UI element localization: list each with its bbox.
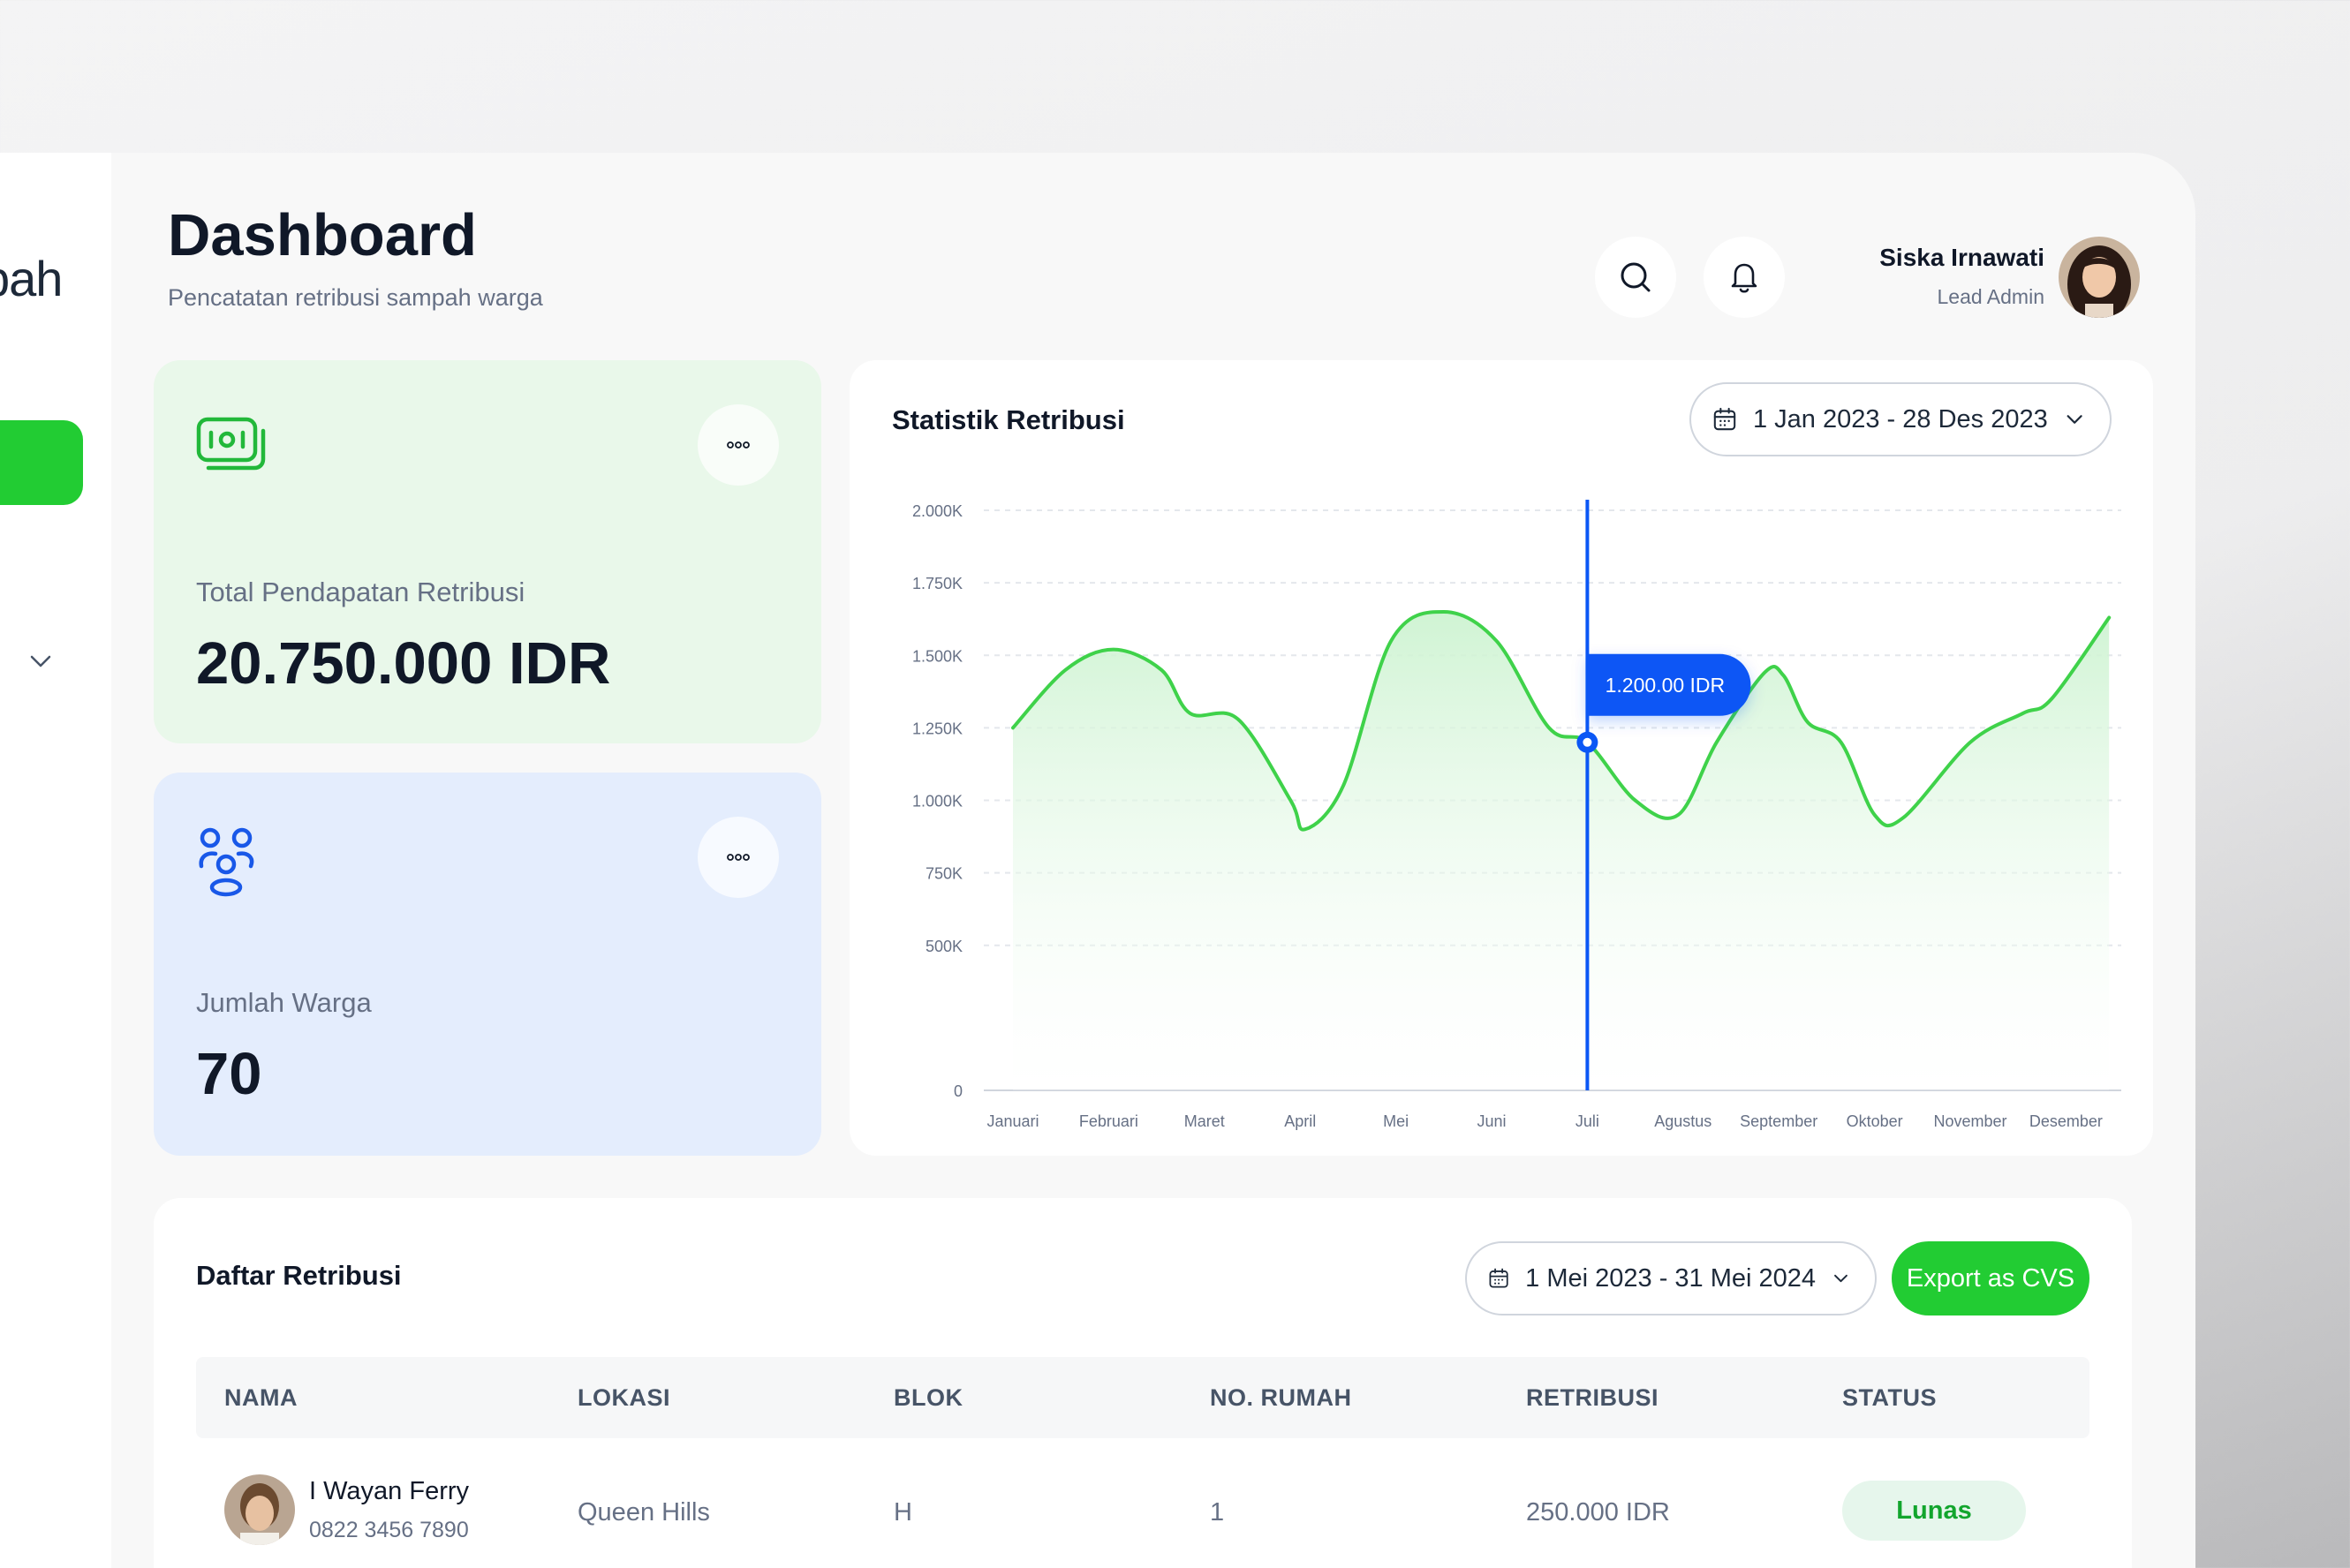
residents-value: 70: [196, 1041, 262, 1107]
column-header-nama[interactable]: NAMA: [224, 1384, 298, 1411]
bell-icon: [1731, 263, 1757, 293]
column-header-lokasi[interactable]: LOKASI: [578, 1384, 671, 1411]
residents-card: Jumlah Warga 70: [154, 773, 821, 1156]
column-header-blok[interactable]: BLOK: [894, 1384, 963, 1411]
table-header: NAMA LOKASI BLOK NO. RUMAH RETRIBUSI STA…: [196, 1357, 2089, 1438]
y-tick-label: 2.000K: [912, 502, 963, 520]
row-house-no: 1: [1210, 1498, 1225, 1527]
revenue-label: Total Pendapatan Retribusi: [196, 577, 525, 607]
chart-card: Statistik Retribusi 1 Jan 2023 - 28 Des …: [850, 360, 2153, 1156]
residents-more-button[interactable]: [698, 817, 779, 898]
row-avatar: [224, 1474, 295, 1545]
y-tick-label: 1.000K: [912, 793, 963, 810]
calendar-icon: [1489, 1268, 1508, 1288]
row-block: H: [894, 1498, 912, 1527]
residents-label: Jumlah Warga: [196, 987, 372, 1018]
x-tick-label: September: [1740, 1112, 1817, 1130]
y-tick-label: 0: [954, 1082, 963, 1100]
status-badge: Lunas: [1842, 1481, 2026, 1541]
tooltip-text: 1.200.00 IDR: [1606, 674, 1726, 697]
chart-tooltip: 1.200.00 IDR: [1587, 653, 1751, 716]
x-tick-label: Desember: [2029, 1112, 2103, 1130]
revenue-card: Total Pendapatan Retribusi 20.750.000 ID…: [154, 360, 821, 743]
chart-area-fill: [1013, 611, 2110, 1090]
row-fee: 250.000 IDR: [1526, 1498, 1670, 1527]
table-date-range-text: 1 Mei 2023 - 31 Mei 2024: [1525, 1263, 1817, 1293]
x-tick-label: Juni: [1477, 1112, 1506, 1130]
sidebar: pah: [0, 153, 111, 1568]
more-icon: [727, 854, 750, 861]
x-tick-label: Januari: [986, 1112, 1039, 1130]
x-tick-label: Mei: [1383, 1112, 1409, 1130]
page-subtitle: Pencatatan retribusi sampah warga: [168, 284, 543, 311]
column-header-retribusi[interactable]: RETRIBUSI: [1526, 1384, 1659, 1411]
chart-date-range-text: 1 Jan 2023 - 28 Des 2023: [1752, 404, 2048, 433]
calendar-icon: [1713, 407, 1736, 431]
user-avatar[interactable]: [2059, 237, 2140, 318]
search-button[interactable]: [1595, 237, 1676, 318]
row-name: I Wayan Ferry: [309, 1477, 470, 1505]
area-chart: 1.200.00 IDR 0 500K 750K 1.000K 1.250K 1.500K…: [912, 500, 2121, 1130]
table-date-range-picker[interactable]: 1 Mei 2023 - 31 Mei 2024: [1465, 1241, 1877, 1315]
search-icon: [1621, 262, 1651, 292]
export-button[interactable]: Export as CVS: [1892, 1241, 2089, 1315]
row-phone: 0822 3456 7890: [309, 1518, 469, 1542]
y-tick-label: 1.250K: [912, 720, 963, 737]
y-tick-label: 500K: [926, 938, 963, 955]
chart-date-range-picker[interactable]: 1 Jan 2023 - 28 Des 2023: [1689, 382, 2112, 456]
x-tick-label: Juli: [1575, 1112, 1599, 1130]
notification-button[interactable]: [1704, 237, 1785, 318]
chart-title: Statistik Retribusi: [892, 404, 1125, 435]
revenue-more-button[interactable]: [698, 404, 779, 486]
chevron-down-icon: [2067, 415, 2082, 424]
x-tick-label: Februari: [1079, 1112, 1138, 1130]
chevron-down-icon[interactable]: [26, 647, 55, 675]
y-tick-label: 1.750K: [912, 575, 963, 592]
column-header-status[interactable]: STATUS: [1842, 1384, 1937, 1411]
row-location: Queen Hills: [578, 1498, 710, 1527]
user-role: Lead Admin: [1937, 285, 2044, 308]
tooltip-bubble: [1587, 653, 1751, 716]
page-title: Dashboard: [168, 202, 477, 268]
table-card: Daftar Retribusi 1 Mei 2023 - 31 Mei 202…: [154, 1198, 2132, 1568]
x-tick-label: Agustus: [1654, 1112, 1711, 1130]
x-tick-label: Oktober: [1847, 1112, 1903, 1130]
brand-logo-text: pah: [0, 251, 63, 306]
x-tick-label: November: [1933, 1112, 2006, 1130]
sidebar-active-item[interactable]: [0, 420, 83, 505]
y-tick-label: 750K: [926, 865, 963, 883]
user-name: Siska Irnawati: [1879, 244, 2044, 271]
x-tick-label: Maret: [1184, 1112, 1225, 1130]
column-header-no-rumah[interactable]: NO. RUMAH: [1210, 1384, 1352, 1411]
table-title: Daftar Retribusi: [196, 1260, 402, 1291]
users-icon: [199, 827, 254, 897]
highlight-point-center: [1583, 737, 1592, 747]
chevron-down-icon: [1834, 1274, 1848, 1283]
x-tick-label: April: [1284, 1112, 1316, 1130]
revenue-value: 20.750.000 IDR: [196, 630, 611, 697]
y-tick-label: 1.500K: [912, 647, 963, 665]
more-icon: [727, 441, 750, 449]
money-icon: [196, 417, 266, 471]
